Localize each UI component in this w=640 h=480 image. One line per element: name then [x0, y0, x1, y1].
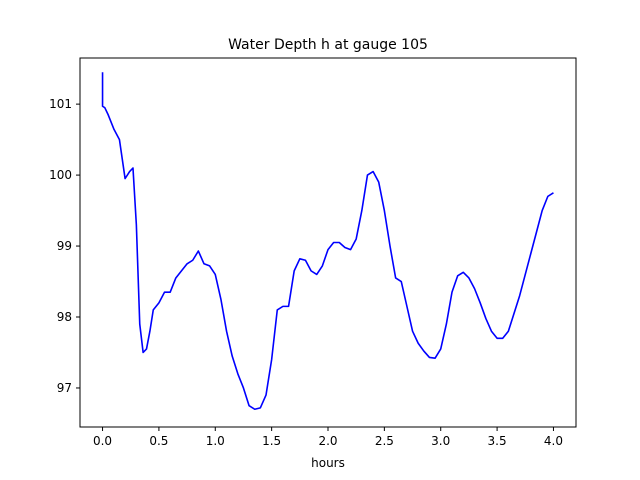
series-line-0	[101, 72, 554, 411]
x-tick-label: 0.0	[93, 434, 112, 448]
x-tick-label: 1.0	[206, 434, 225, 448]
y-tick-label: 98	[57, 310, 72, 324]
y-tick-label: 99	[57, 239, 72, 253]
x-tick-label: 2.0	[318, 434, 337, 448]
x-tick-label: 4.0	[544, 434, 563, 448]
x-axis: 0.0 0.5 1.0 1.5 2.0 2.5 3.0 3.5 4.0	[93, 427, 563, 448]
chart-title: Water Depth h at gauge 105	[228, 37, 428, 53]
y-axis: 97 98 99 100 101	[49, 97, 80, 395]
x-tick-label: 2.5	[375, 434, 394, 448]
x-tick-label: 0.5	[149, 434, 168, 448]
x-tick-label: 1.5	[262, 434, 281, 448]
y-tick-label: 101	[49, 97, 72, 111]
y-tick-label: 97	[57, 381, 72, 395]
x-axis-label: hours	[311, 456, 345, 470]
x-tick-label: 3.5	[488, 434, 507, 448]
y-tick-label: 100	[49, 168, 72, 182]
x-tick-label: 3.0	[431, 434, 450, 448]
